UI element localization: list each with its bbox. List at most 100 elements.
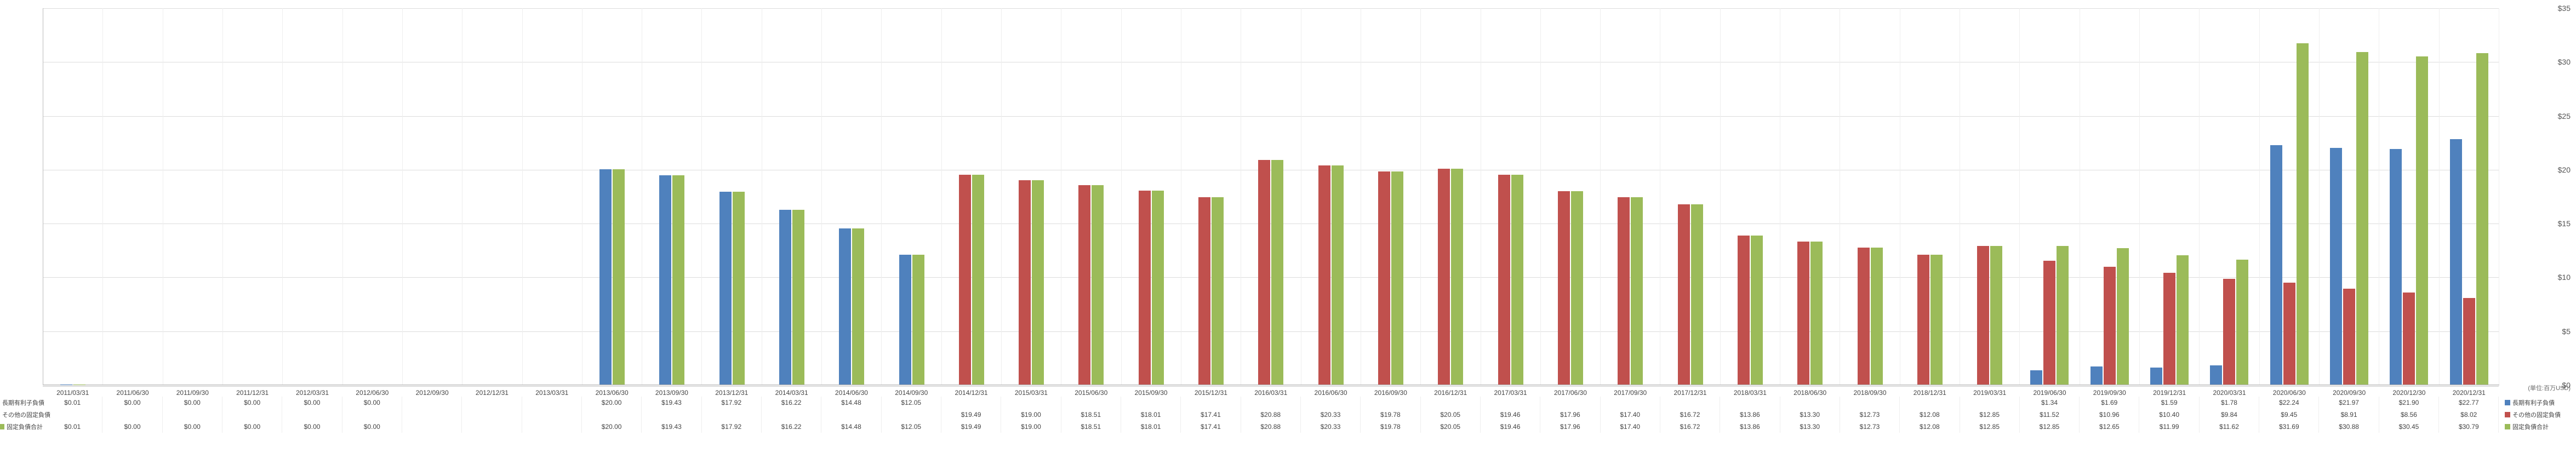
table-column: $0.00$0.00: [282, 397, 342, 433]
bar-group: [2260, 8, 2320, 385]
table-cell: [582, 409, 642, 421]
x-axis-label: 2013/03/31: [522, 386, 582, 397]
table-column: $17.40$17.40: [1601, 397, 1660, 433]
bar: [1977, 246, 1989, 385]
bar: [2223, 279, 2235, 385]
table-cell: $0.00: [102, 397, 162, 409]
table-cell: [1780, 397, 1840, 409]
table-cell: $17.40: [1601, 421, 1660, 433]
table-cell: $20.05: [1421, 421, 1481, 433]
table-cell: $0.00: [282, 397, 342, 409]
bar: [659, 175, 671, 385]
bar: [2416, 56, 2428, 385]
legend-item-s2: その他の固定負債: [0, 409, 43, 421]
table-cell: $20.33: [1301, 421, 1361, 433]
table-cell: $0.00: [163, 421, 222, 433]
table-cell: [282, 409, 342, 421]
bar: [1858, 248, 1870, 385]
table-cell: [1481, 397, 1540, 409]
table-column: $12.73$12.73: [1840, 397, 1900, 433]
table-cell: [882, 409, 941, 421]
bar-group: [1601, 8, 1660, 385]
bar: [2356, 52, 2368, 385]
table-cell: $12.73: [1840, 421, 1900, 433]
bar: [2450, 139, 2462, 385]
table-column: $19.49$19.49: [941, 397, 1001, 433]
table-cell: [1181, 397, 1241, 409]
table-cell: $17.92: [702, 421, 762, 433]
x-axis-label: 2012/03/31: [282, 386, 342, 397]
x-axis-label: 2011/06/30: [102, 386, 162, 397]
bar: [1378, 171, 1390, 385]
table-cell: $19.46: [1481, 421, 1540, 433]
table-column: $1.34$11.52$12.85: [2020, 397, 2080, 433]
table-column: $16.72$16.72: [1660, 397, 1720, 433]
bar: [1391, 171, 1403, 385]
bar: [1917, 255, 1929, 385]
bar: [2057, 246, 2069, 385]
table-cell: $12.85: [2020, 421, 2080, 433]
table-cell: $20.00: [582, 397, 642, 409]
x-axis-label: 2012/09/30: [402, 386, 462, 397]
table-cell: $19.00: [1001, 409, 1061, 421]
table-cell: $0.00: [342, 397, 402, 409]
table-column: $17.41$17.41: [1181, 397, 1241, 433]
bar: [1332, 165, 1344, 385]
bar: [1271, 160, 1283, 385]
table-cell: $19.46: [1481, 409, 1540, 421]
legend-item-right-s3: 固定負債合計: [2505, 421, 2571, 433]
table-cell: $19.43: [642, 397, 701, 409]
table-cell: $17.40: [1601, 409, 1660, 421]
y-tick-label: $10: [2558, 273, 2571, 282]
x-axis-label: 2019/06/30: [2020, 386, 2080, 397]
bar: [2104, 267, 2116, 385]
legend-left: 長期有利子負債 その他の固定負債 固定負債合計: [0, 397, 43, 433]
bar-group: [882, 8, 941, 385]
bar: [1618, 197, 1630, 385]
chart-container: $0$5$10$15$20$25$30$35 2011/03/312011/06…: [0, 0, 2576, 470]
table-cell: $8.91: [2319, 409, 2379, 421]
x-axis-label: 2016/06/30: [1301, 386, 1361, 397]
bar: [1092, 185, 1104, 385]
bar: [2117, 248, 2129, 385]
bar-group: [1541, 8, 1601, 385]
bar-group: [1421, 8, 1481, 385]
bar: [2090, 366, 2103, 385]
table-column: $14.48$14.48: [821, 397, 881, 433]
table-column: $21.90$8.56$30.45: [2379, 397, 2439, 433]
table-cell: $16.72: [1660, 421, 1720, 433]
table-cell: $19.00: [1001, 421, 1061, 433]
table-cell: $17.41: [1181, 409, 1241, 421]
table-cell: $31.69: [2259, 421, 2319, 433]
table-cell: [462, 409, 522, 421]
table-cell: $11.52: [2020, 409, 2080, 421]
bar: [1451, 169, 1463, 385]
bar-group: [2020, 8, 2080, 385]
bar: [1438, 169, 1450, 385]
table-cell: [1900, 397, 1960, 409]
table-column: $19.00$19.00: [1001, 397, 1061, 433]
table-cell: $18.51: [1061, 409, 1121, 421]
bar-group: [523, 8, 582, 385]
table-cell: $20.33: [1301, 409, 1361, 421]
table-column: $1.69$10.96$12.65: [2080, 397, 2139, 433]
table-cell: $20.00: [582, 421, 642, 433]
table-cell: $13.30: [1780, 421, 1840, 433]
legend-label-s3-r: 固定負債合計: [2512, 422, 2549, 431]
table-cell: $0.00: [102, 421, 162, 433]
table-column: $20.05$20.05: [1421, 397, 1481, 433]
legend-item-right-s2: その他の固定負債: [2505, 409, 2571, 421]
bar: [1691, 204, 1703, 385]
table-cell: $19.78: [1361, 421, 1420, 433]
bar: [1078, 185, 1090, 385]
bar-group: [283, 8, 342, 385]
bar: [2177, 255, 2189, 385]
x-axis-label: 2015/09/30: [1121, 386, 1181, 397]
x-axis-label: 2013/09/30: [642, 386, 701, 397]
table-cell: $12.85: [1960, 409, 2020, 421]
table-column: $12.05$12.05: [882, 397, 941, 433]
table-column: $21.97$8.91$30.88: [2319, 397, 2379, 433]
x-axis-label: 2013/12/31: [702, 386, 762, 397]
bar-group: [2140, 8, 2200, 385]
table-cell: $22.24: [2259, 397, 2319, 409]
